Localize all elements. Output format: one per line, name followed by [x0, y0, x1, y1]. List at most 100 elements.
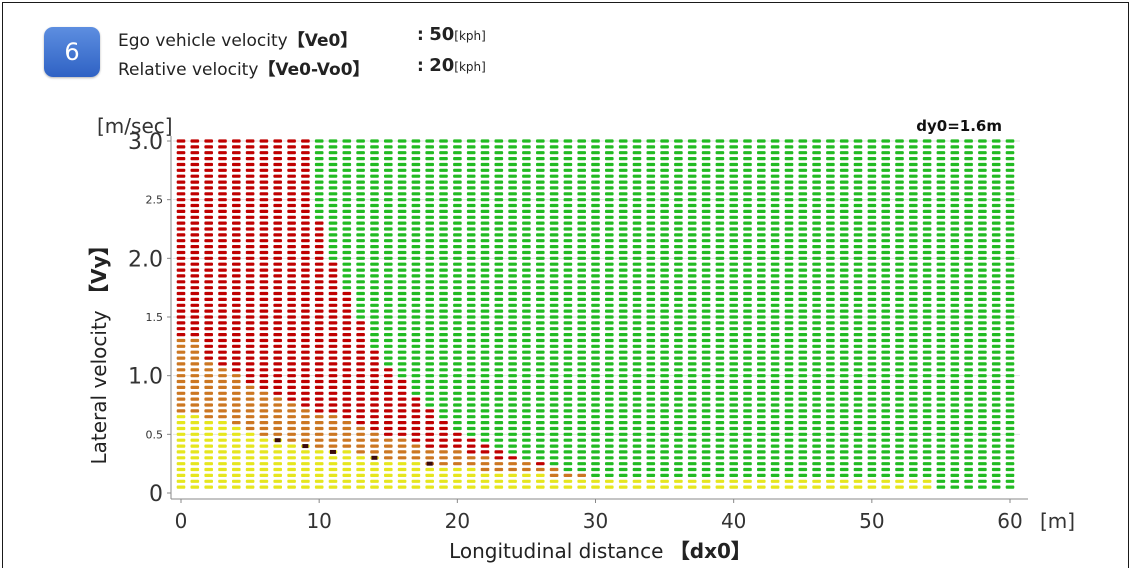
data-point	[605, 362, 614, 366]
data-point	[922, 438, 932, 442]
data-point	[853, 333, 863, 337]
data-point	[715, 333, 725, 337]
data-point	[743, 198, 752, 202]
data-point	[729, 198, 738, 202]
data-point	[480, 168, 490, 172]
data-point	[480, 350, 490, 354]
data-point	[909, 209, 918, 213]
data-point	[867, 327, 877, 331]
data-point	[826, 426, 835, 431]
data-point	[618, 356, 628, 360]
data-point	[577, 174, 586, 178]
data-point	[674, 245, 683, 249]
data-point	[798, 262, 808, 266]
data-point	[784, 139, 794, 143]
data-point	[204, 379, 213, 384]
data-point	[798, 239, 808, 243]
data-point	[411, 385, 421, 389]
data-point	[259, 456, 269, 460]
data-point	[259, 192, 269, 196]
data-point	[370, 221, 379, 225]
data-point	[978, 192, 987, 196]
data-point	[812, 327, 821, 331]
data-point	[674, 450, 683, 454]
data-point	[466, 485, 476, 489]
data-point	[812, 409, 821, 413]
data-point	[922, 291, 932, 296]
data-point	[964, 485, 973, 489]
data-point	[204, 303, 213, 307]
data-point	[549, 239, 559, 243]
data-point	[743, 485, 752, 489]
data-point	[826, 180, 835, 184]
data-point	[729, 309, 738, 313]
data-point	[259, 186, 269, 190]
data-point	[439, 421, 448, 425]
data-point	[494, 233, 504, 237]
data-point	[991, 432, 1001, 436]
data-point	[466, 233, 476, 237]
data-point	[259, 180, 269, 184]
data-point	[273, 391, 282, 395]
data-point	[273, 344, 282, 348]
data-point	[757, 291, 766, 296]
data-point	[218, 350, 227, 354]
data-point	[591, 444, 600, 448]
data-point	[218, 403, 227, 407]
data-point	[605, 162, 614, 167]
data-point	[715, 268, 725, 272]
data-point	[411, 174, 421, 178]
data-point	[204, 162, 213, 167]
data-point	[259, 473, 269, 477]
data-point	[245, 198, 255, 202]
data-point	[715, 151, 725, 155]
data-point	[466, 145, 476, 149]
data-point	[591, 485, 600, 489]
data-point	[1005, 286, 1015, 290]
data-point	[287, 198, 296, 202]
data-point	[453, 274, 462, 278]
data-point	[605, 256, 614, 260]
data-point	[853, 397, 863, 401]
data-point	[536, 262, 545, 266]
data-point	[536, 327, 545, 331]
data-point	[646, 356, 656, 360]
data-point	[881, 403, 890, 407]
data-point	[218, 456, 227, 460]
data-point	[356, 221, 365, 225]
data-point	[743, 374, 752, 378]
data-point	[218, 409, 227, 413]
data-point	[273, 245, 282, 249]
data-point	[397, 397, 407, 401]
data-point	[439, 262, 448, 266]
data-point	[798, 403, 808, 407]
data-point	[729, 233, 738, 237]
data-point	[494, 303, 504, 307]
data-point	[618, 362, 628, 366]
data-point	[273, 403, 282, 407]
data-point	[259, 268, 269, 272]
data-point	[936, 286, 946, 290]
data-point	[218, 315, 227, 319]
data-point	[826, 467, 835, 472]
data-point	[232, 426, 241, 431]
data-point	[453, 268, 462, 272]
data-point	[328, 338, 338, 343]
data-point	[314, 385, 324, 389]
data-point	[356, 227, 365, 231]
data-point	[715, 139, 725, 143]
data-point	[287, 438, 296, 442]
data-point	[259, 444, 269, 448]
data-point	[826, 209, 835, 213]
data-point	[605, 438, 614, 442]
data-point	[757, 215, 766, 219]
data-point	[632, 409, 642, 413]
data-point	[536, 379, 545, 384]
data-point	[301, 145, 310, 149]
data-point	[273, 209, 282, 213]
data-point	[881, 168, 890, 172]
data-point	[895, 432, 904, 436]
data-point	[563, 168, 573, 172]
data-point	[591, 239, 600, 243]
data-point	[259, 297, 269, 301]
